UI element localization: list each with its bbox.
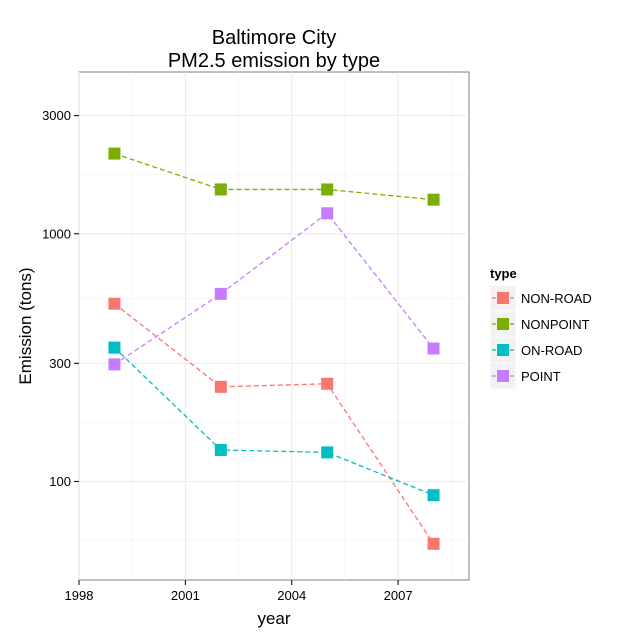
x-tick-label: 2004	[277, 588, 306, 603]
data-point-nonpoint	[108, 147, 121, 160]
data-point-non-road	[427, 537, 440, 550]
data-point-on-road	[108, 341, 121, 354]
legend-key-marker	[497, 292, 509, 304]
data-point-point	[214, 287, 227, 300]
legend-key-marker	[497, 344, 509, 356]
series-on-road	[108, 341, 440, 502]
data-point-nonpoint	[214, 183, 227, 196]
series-non-road	[108, 297, 440, 550]
x-tick-label: 2001	[171, 588, 200, 603]
series-point	[108, 207, 440, 371]
legend: type NON-ROAD NONPOINT ON-ROAD POINT	[489, 266, 592, 390]
legend-item-on-road: ON-ROAD	[489, 336, 582, 364]
legend-item-point: POINT	[489, 362, 561, 390]
data-point-nonpoint	[321, 183, 334, 196]
y-tick-label: 100	[49, 474, 71, 489]
data-point-nonpoint	[427, 193, 440, 206]
series-line-non-road	[114, 303, 435, 545]
legend-label: NONPOINT	[521, 317, 590, 332]
legend-item-non-road: NON-ROAD	[489, 284, 592, 312]
series-nonpoint	[108, 147, 440, 206]
x-tick-label: 1998	[65, 588, 94, 603]
x-axis-title: year	[257, 609, 290, 628]
series-line-on-road	[114, 347, 434, 496]
axis-ticks: 1998 2001 2004 2007 100 300 1000 3000	[42, 108, 412, 603]
data-point-point	[321, 207, 334, 220]
data-point-on-road	[427, 489, 440, 502]
data-point-non-road	[108, 297, 121, 310]
y-tick-label: 1000	[42, 226, 71, 241]
legend-key-marker	[497, 318, 509, 330]
y-tick-label: 3000	[42, 108, 71, 123]
legend-title: type	[490, 266, 517, 281]
series-line-nonpoint	[114, 152, 434, 201]
data-point-on-road	[321, 446, 334, 459]
series-layer	[108, 147, 440, 550]
data-point-point	[108, 358, 121, 371]
y-tick-label: 300	[49, 356, 71, 371]
plot-panel	[78, 71, 470, 581]
grid-lines	[78, 72, 469, 580]
data-point-point	[427, 342, 440, 355]
x-tick-label: 2007	[384, 588, 413, 603]
series-line-point	[114, 212, 435, 365]
data-point-non-road	[321, 377, 334, 390]
legend-label: POINT	[521, 369, 561, 384]
data-point-on-road	[214, 443, 227, 456]
legend-label: ON-ROAD	[521, 343, 582, 358]
y-axis-title: Emission (tons)	[16, 267, 35, 384]
data-point-non-road	[214, 380, 227, 393]
chart-title-line2: PM2.5 emission by type	[168, 50, 380, 72]
legend-item-nonpoint: NONPOINT	[489, 310, 590, 338]
legend-key-marker	[497, 370, 509, 382]
legend-label: NON-ROAD	[521, 291, 592, 306]
chart-title-line1: Baltimore City	[212, 27, 336, 49]
